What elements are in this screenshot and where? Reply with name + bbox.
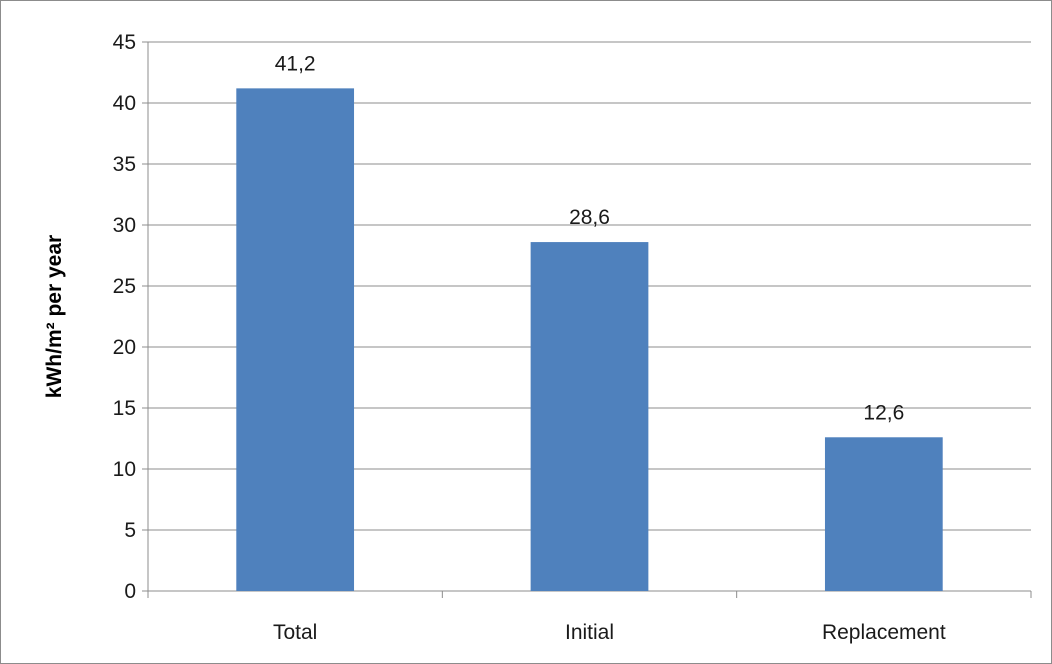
y-tick-label: 20 [113,336,136,359]
bar [236,88,354,591]
y-tick-label: 35 [113,153,136,176]
y-tick-label: 15 [113,397,136,420]
data-label: 41,2 [275,52,316,75]
x-tick-label: Initial [565,621,614,644]
y-tick-label: 40 [113,92,136,115]
data-label: 28,6 [569,206,610,229]
data-label: 12,6 [863,401,904,424]
x-tick-labels: Total Initial Replacement [273,621,946,644]
y-tick-label: 5 [124,519,136,542]
y-tick-label: 10 [113,458,136,481]
y-tick-label: 25 [113,275,136,298]
bar [825,437,943,591]
y-tick-labels: 0 5 10 15 20 25 30 35 40 45 [113,31,136,603]
x-tick-label: Total [273,621,317,644]
y-axis-title: kWh/m² per year [43,235,66,398]
y-tick-label: 45 [113,31,136,54]
x-tick-label: Replacement [822,621,946,644]
y-tick-label: 0 [124,580,136,603]
bar [531,242,649,591]
y-tick-label: 30 [113,214,136,237]
